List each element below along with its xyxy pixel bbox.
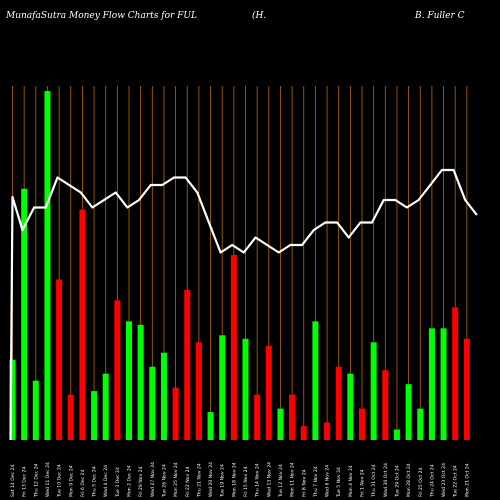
x-tick-label: Fri 8 Nov 24 <box>301 469 307 497</box>
bar <box>382 370 389 440</box>
x-tick-label: Tue 5 Nov 24 <box>336 467 342 498</box>
bar <box>44 91 51 440</box>
x-tick-label: Mon 4 Nov 24 <box>348 465 354 497</box>
bar <box>300 426 307 440</box>
bar <box>324 422 331 440</box>
x-tick-label: Tue 3 Dec 24 <box>115 467 121 498</box>
bar <box>242 338 249 440</box>
bar <box>417 408 424 440</box>
x-tick-label: Mon 25 Nov 24 <box>173 462 179 497</box>
x-tick-label: Tue 10 Dec 24 <box>57 464 63 498</box>
bar <box>289 394 296 440</box>
bar <box>184 289 191 440</box>
bar <box>359 408 365 440</box>
bar <box>172 387 179 440</box>
x-tick-label: Thu 21 Nov 24 <box>196 463 202 498</box>
x-tick-label: Wed 11 Dec 24 <box>45 462 51 497</box>
x-tick-label: Fri 6 Dec 24 <box>80 469 86 497</box>
x-tick-label: Wed 27 Nov 24 <box>150 462 156 497</box>
bar <box>91 391 98 440</box>
bars <box>9 91 470 440</box>
x-tick-label: Mon 2 Dec 24 <box>127 465 133 497</box>
x-tick-label: Fri 1 Nov 24 <box>360 469 366 497</box>
bar <box>195 342 202 440</box>
x-tick-label: Mon 28 Oct 24 <box>406 463 412 497</box>
x-tick-label: Thu 24 Oct 24 <box>429 464 435 498</box>
x-tick-label: Tue 12 Nov 24 <box>278 464 284 498</box>
x-axis-labels: Sat 14 Dec 24 Fri 13 Dec 24 Thu 12 Dec 24 W… <box>10 462 470 498</box>
bar <box>219 335 226 440</box>
x-tick-label: Thu 12 Dec 24 <box>33 463 39 498</box>
bar <box>102 373 109 440</box>
x-tick-label: Wed 30 Oct 24 <box>383 463 389 497</box>
x-tick-label: Fri 25 Oct 24 <box>418 467 424 497</box>
bar <box>126 321 132 440</box>
x-tick-label: Thu 14 Nov 24 <box>255 463 261 498</box>
x-tick-label: Wed 6 Nov 24 <box>325 465 331 497</box>
x-tick-label: Mon 18 Nov 24 <box>231 462 237 497</box>
bar <box>230 255 237 440</box>
chart-title-left: MunafaSutra Money Flow Charts for FUL <box>6 11 197 21</box>
bar <box>32 380 39 440</box>
bar <box>56 279 63 440</box>
x-tick-label: Thu 5 Dec 24 <box>92 466 98 498</box>
bar <box>393 429 400 440</box>
bar <box>335 366 342 440</box>
bar <box>254 394 261 440</box>
x-tick-label: Thu 31 Oct 24 <box>371 464 377 498</box>
bar <box>265 345 272 440</box>
bar <box>114 300 121 440</box>
x-tick-label: Thu 7 Nov 24 <box>313 466 319 498</box>
x-tick-label: Wed 23 Oct 24 <box>441 463 447 497</box>
x-tick-label: Sat 14 Dec 24 <box>10 464 16 497</box>
bar <box>79 209 86 440</box>
x-tick-label: Fri 15 Nov 24 <box>243 466 249 497</box>
bar <box>452 307 459 440</box>
bar <box>428 328 435 440</box>
price-line <box>9 168 478 441</box>
bar <box>312 321 319 440</box>
chart-title-right: B. Fuller C <box>415 11 465 21</box>
bar <box>405 384 412 440</box>
x-tick-label: Mon 9 Dec 24 <box>68 465 74 497</box>
bar <box>207 412 214 440</box>
x-tick-label: Tue 19 Nov 24 <box>220 464 226 498</box>
bar <box>277 408 284 440</box>
bar <box>160 352 167 440</box>
bar <box>463 338 470 440</box>
x-tick-label: Fri 22 Nov 24 <box>185 466 191 497</box>
x-tick-label: Fri 13 Dec 24 <box>22 466 28 497</box>
bar <box>440 328 447 440</box>
x-tick-label: Tue 26 Nov 24 <box>161 464 167 498</box>
bar <box>137 324 144 440</box>
x-tick-label: Wed 4 Dec 24 <box>103 465 109 497</box>
chart-title-mid: (H. <box>252 11 267 21</box>
x-tick-label: Wed 20 Nov 24 <box>208 462 214 497</box>
x-tick-label: Mon 11 Nov 24 <box>290 462 296 497</box>
x-tick-label: Tue 29 Oct 24 <box>394 465 400 498</box>
bar <box>149 366 156 440</box>
bar <box>67 394 74 440</box>
x-tick-label: Wed 13 Nov 24 <box>266 462 272 497</box>
bar <box>9 359 16 440</box>
x-tick-label: Tue 22 Oct 24 <box>453 465 459 498</box>
bar <box>370 342 377 440</box>
x-tick-label: Mon 21 Oct 24 <box>464 463 470 497</box>
bar <box>347 373 354 440</box>
bar <box>21 188 28 440</box>
x-tick-label: Fri 29 Nov 24 <box>138 466 144 497</box>
